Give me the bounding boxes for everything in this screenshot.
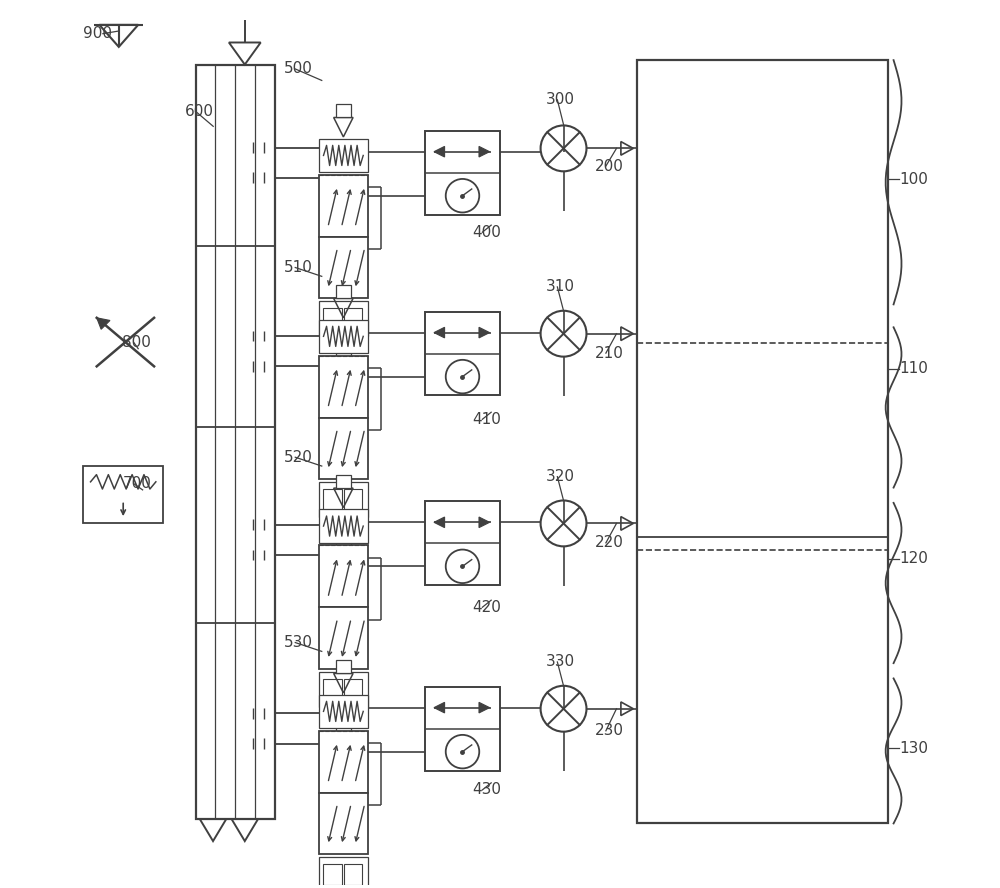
- Bar: [336, 475, 351, 488]
- Text: 310: 310: [546, 280, 575, 295]
- Bar: [319, 731, 368, 793]
- Bar: [336, 104, 351, 117]
- Bar: [425, 312, 500, 395]
- Text: 110: 110: [899, 361, 928, 377]
- Bar: [319, 671, 368, 707]
- Bar: [344, 308, 362, 329]
- Bar: [336, 660, 351, 673]
- Bar: [83, 466, 163, 523]
- Text: 300: 300: [546, 92, 575, 107]
- Polygon shape: [479, 328, 490, 338]
- Text: 120: 120: [899, 551, 928, 567]
- Bar: [323, 864, 342, 885]
- Text: 510: 510: [284, 260, 313, 275]
- Bar: [425, 502, 500, 585]
- Polygon shape: [434, 517, 445, 527]
- Bar: [319, 320, 368, 353]
- Bar: [319, 301, 368, 337]
- Bar: [319, 694, 368, 728]
- Text: 100: 100: [899, 171, 928, 186]
- Bar: [319, 857, 368, 888]
- Text: 900: 900: [83, 26, 112, 41]
- Text: 130: 130: [899, 741, 928, 756]
- Bar: [336, 534, 351, 547]
- Polygon shape: [97, 318, 110, 329]
- Polygon shape: [434, 328, 445, 338]
- Bar: [637, 60, 888, 823]
- Bar: [319, 175, 368, 236]
- Text: 400: 400: [472, 225, 501, 240]
- Bar: [319, 482, 368, 517]
- Bar: [336, 724, 351, 737]
- Text: 210: 210: [594, 345, 623, 361]
- Text: 700: 700: [122, 476, 151, 491]
- Bar: [319, 607, 368, 669]
- Text: 200: 200: [594, 159, 623, 173]
- Text: 320: 320: [546, 469, 575, 484]
- Polygon shape: [434, 147, 445, 157]
- Text: 430: 430: [472, 782, 501, 797]
- Bar: [336, 353, 351, 367]
- Bar: [319, 356, 368, 417]
- Bar: [196, 65, 275, 819]
- Bar: [344, 489, 362, 511]
- Text: 420: 420: [472, 599, 501, 614]
- Bar: [344, 678, 362, 700]
- Bar: [319, 793, 368, 854]
- Bar: [323, 308, 342, 329]
- Bar: [319, 417, 368, 480]
- Bar: [344, 864, 362, 885]
- Bar: [336, 285, 351, 298]
- Bar: [319, 139, 368, 172]
- Bar: [323, 678, 342, 700]
- Text: 520: 520: [284, 449, 313, 464]
- Text: 410: 410: [472, 412, 501, 427]
- Text: 530: 530: [284, 635, 313, 650]
- Bar: [319, 545, 368, 607]
- Text: 600: 600: [185, 104, 214, 119]
- Polygon shape: [434, 702, 445, 713]
- Bar: [425, 686, 500, 771]
- Text: 330: 330: [546, 654, 575, 670]
- Text: 230: 230: [594, 724, 623, 738]
- Text: 220: 220: [594, 535, 623, 551]
- Bar: [319, 236, 368, 298]
- Text: 800: 800: [122, 335, 151, 350]
- Bar: [425, 131, 500, 215]
- Bar: [323, 489, 342, 511]
- Polygon shape: [479, 147, 490, 157]
- Text: 500: 500: [284, 61, 313, 76]
- Bar: [319, 510, 368, 543]
- Polygon shape: [479, 517, 490, 527]
- Polygon shape: [479, 702, 490, 713]
